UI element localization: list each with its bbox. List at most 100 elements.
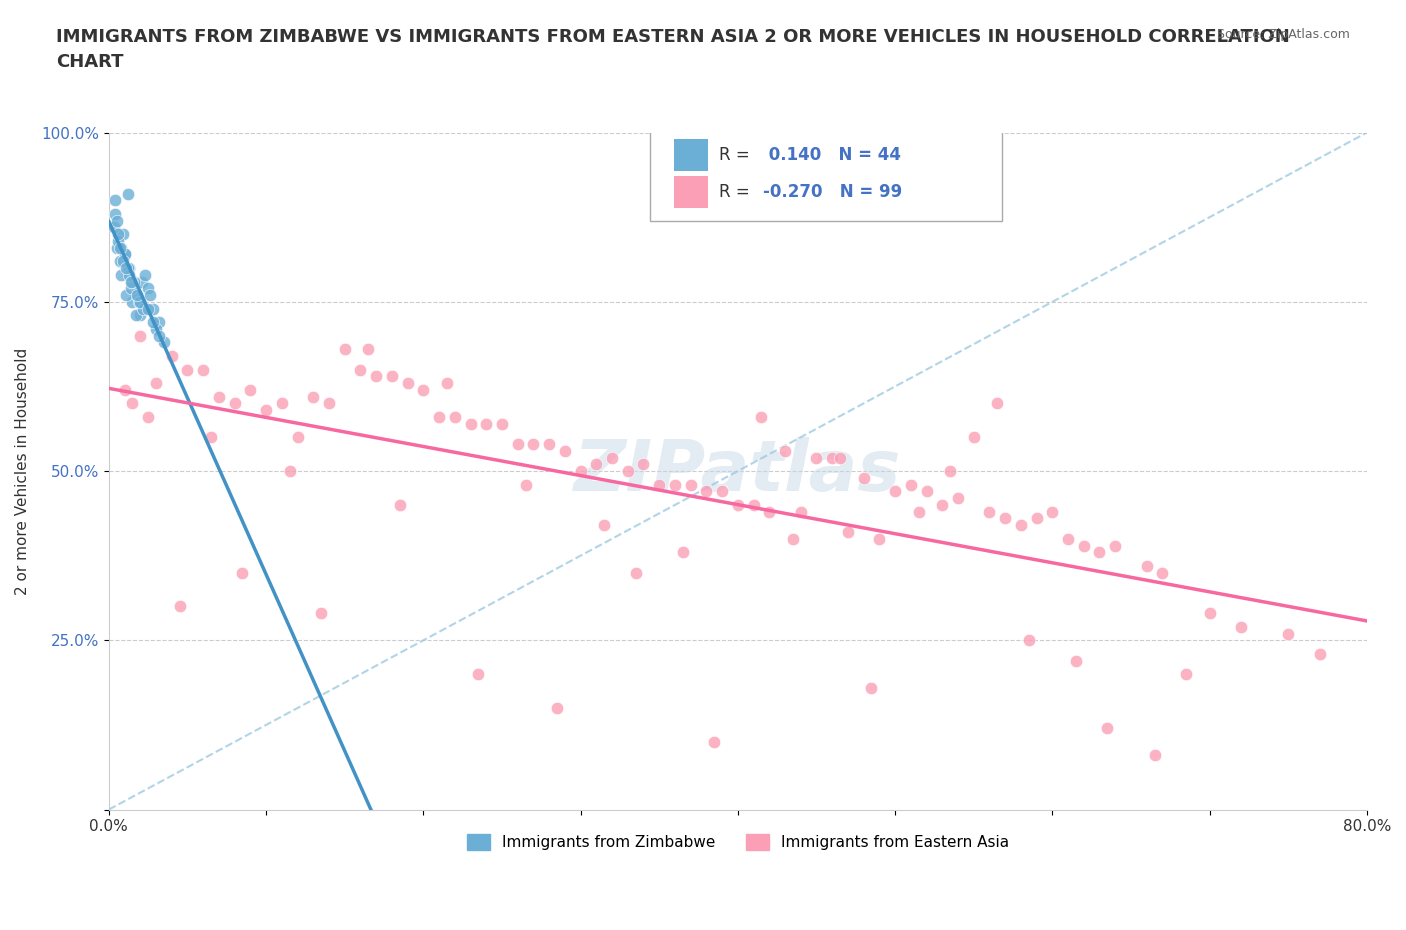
- Point: [1175, 667, 1198, 682]
- Point: [136, 301, 159, 316]
- Point: [672, 545, 695, 560]
- Text: IMMIGRANTS FROM ZIMBABWE VS IMMIGRANTS FROM EASTERN ASIA 2 OR MORE VEHICLES IN H: IMMIGRANTS FROM ZIMBABWE VS IMMIGRANTS F…: [56, 28, 1289, 71]
- Point: [153, 335, 176, 350]
- Point: [1073, 538, 1095, 553]
- Point: [118, 260, 141, 275]
- Point: [1010, 518, 1032, 533]
- Point: [946, 491, 969, 506]
- Point: [569, 464, 592, 479]
- Point: [522, 436, 544, 451]
- Point: [138, 287, 160, 302]
- Point: [884, 484, 907, 498]
- Point: [443, 409, 465, 424]
- Point: [837, 525, 859, 539]
- Point: [907, 504, 929, 519]
- Point: [1152, 565, 1174, 580]
- Point: [111, 227, 134, 242]
- Point: [679, 477, 702, 492]
- Point: [231, 565, 253, 580]
- Text: 0.140   N = 44: 0.140 N = 44: [763, 146, 901, 164]
- Point: [806, 450, 828, 465]
- Point: [129, 328, 152, 343]
- Point: [254, 403, 277, 418]
- Point: [475, 417, 498, 432]
- Point: [193, 362, 215, 377]
- Point: [115, 260, 138, 275]
- Point: [1040, 504, 1063, 519]
- Point: [105, 213, 128, 228]
- Text: R =: R =: [718, 183, 755, 201]
- Point: [1057, 531, 1080, 546]
- Point: [270, 396, 292, 411]
- Point: [396, 376, 419, 391]
- FancyBboxPatch shape: [650, 126, 1002, 220]
- Point: [491, 417, 513, 432]
- Point: [318, 396, 340, 411]
- Text: R =: R =: [718, 146, 755, 164]
- Point: [773, 444, 796, 458]
- Point: [1309, 646, 1331, 661]
- Point: [104, 193, 127, 207]
- Point: [105, 240, 128, 255]
- Point: [860, 680, 883, 695]
- Point: [727, 498, 749, 512]
- Point: [103, 219, 125, 234]
- Point: [412, 382, 434, 397]
- Point: [132, 301, 155, 316]
- Point: [115, 287, 138, 302]
- Point: [868, 531, 890, 546]
- Point: [121, 396, 143, 411]
- Point: [939, 464, 962, 479]
- Point: [1064, 653, 1087, 668]
- Text: -0.270   N = 99: -0.270 N = 99: [763, 183, 903, 201]
- Point: [134, 267, 156, 282]
- Point: [546, 700, 568, 715]
- Point: [110, 240, 132, 255]
- Point: [986, 396, 1008, 411]
- Point: [828, 450, 851, 465]
- Point: [1230, 619, 1253, 634]
- Point: [648, 477, 671, 492]
- Point: [176, 362, 198, 377]
- Point: [131, 274, 153, 289]
- Point: [633, 457, 655, 472]
- Point: [104, 206, 127, 221]
- Legend: Immigrants from Zimbabwe, Immigrants from Eastern Asia: Immigrants from Zimbabwe, Immigrants fro…: [461, 828, 1015, 857]
- Point: [963, 430, 986, 445]
- Point: [114, 247, 136, 262]
- Point: [506, 436, 529, 451]
- Point: [121, 295, 143, 310]
- Point: [114, 247, 136, 262]
- Point: [108, 240, 131, 255]
- Point: [120, 281, 142, 296]
- Point: [664, 477, 686, 492]
- Point: [122, 274, 145, 289]
- Point: [900, 477, 922, 492]
- Point: [1025, 511, 1047, 525]
- Point: [703, 735, 725, 750]
- Point: [169, 599, 191, 614]
- Y-axis label: 2 or more Vehicles in Household: 2 or more Vehicles in Household: [15, 348, 30, 594]
- Point: [742, 498, 765, 512]
- Point: [915, 484, 938, 498]
- Point: [1018, 633, 1040, 648]
- Point: [120, 274, 142, 289]
- Point: [287, 430, 309, 445]
- Point: [979, 504, 1001, 519]
- Point: [616, 464, 638, 479]
- Point: [129, 295, 152, 310]
- Point: [208, 389, 231, 404]
- Point: [114, 382, 136, 397]
- Point: [349, 362, 371, 377]
- Point: [1277, 626, 1299, 641]
- Point: [110, 267, 132, 282]
- Point: [107, 227, 129, 242]
- Point: [427, 409, 450, 424]
- Point: [278, 464, 301, 479]
- Point: [1143, 748, 1166, 763]
- Point: [142, 301, 165, 316]
- Point: [160, 349, 183, 364]
- Point: [128, 295, 150, 310]
- Point: [333, 342, 356, 357]
- Point: [1136, 558, 1159, 573]
